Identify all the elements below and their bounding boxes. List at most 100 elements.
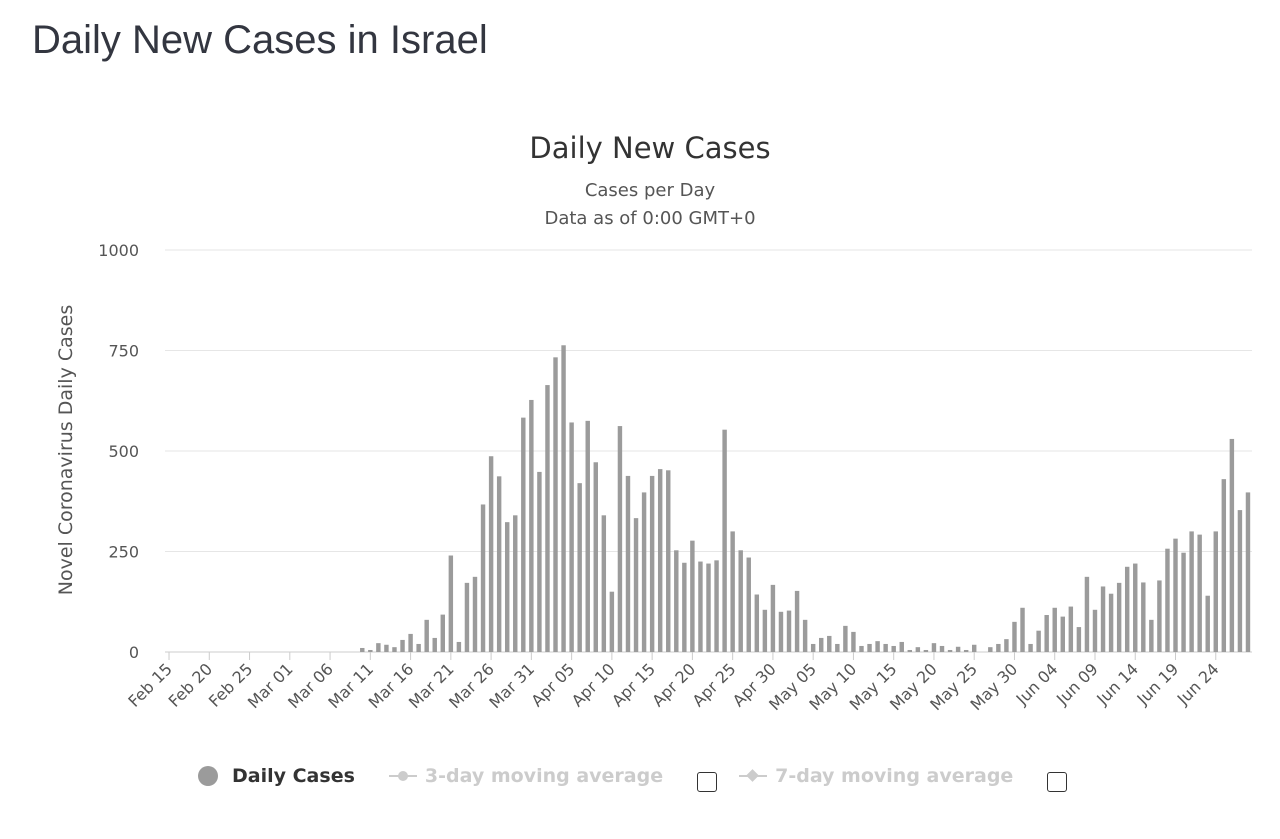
daily-cases-bar[interactable] — [674, 550, 679, 652]
daily-cases-bar[interactable] — [1084, 576, 1090, 652]
daily-cases-bar[interactable] — [1100, 586, 1106, 652]
daily-cases-bar[interactable] — [1028, 643, 1033, 652]
daily-cases-bar[interactable] — [649, 475, 655, 652]
daily-cases-bar[interactable] — [738, 550, 743, 652]
daily-cases-bar[interactable] — [513, 515, 518, 652]
daily-cases-bar[interactable] — [1189, 531, 1194, 652]
daily-cases-bar[interactable] — [561, 345, 566, 652]
daily-cases-bar[interactable] — [1149, 619, 1154, 652]
daily-cases-bar[interactable] — [384, 644, 389, 652]
daily-cases-bar[interactable] — [521, 417, 526, 652]
daily-cases-bar[interactable] — [722, 429, 727, 652]
daily-cases-bar[interactable] — [730, 531, 735, 652]
daily-cases-bar[interactable] — [496, 476, 502, 652]
daily-cases-bar[interactable] — [657, 469, 663, 652]
daily-cases-bar[interactable] — [1197, 534, 1202, 652]
legend-item-daily-cases[interactable]: Daily Cases — [198, 765, 355, 787]
daily-cases-bar[interactable] — [633, 518, 639, 652]
daily-cases-bar[interactable] — [569, 422, 574, 652]
daily-cases-bar[interactable] — [424, 619, 429, 652]
daily-cases-bar[interactable] — [625, 475, 631, 652]
daily-cases-bar[interactable] — [488, 456, 494, 652]
daily-cases-bar[interactable] — [875, 641, 880, 652]
legend-item-7-day-average[interactable]: 7-day moving average — [739, 765, 1013, 787]
daily-cases-bar[interactable] — [794, 590, 800, 652]
daily-cases-bar[interactable] — [504, 522, 510, 652]
daily-cases-bar[interactable] — [666, 470, 671, 652]
7-day-average-checkbox[interactable] — [1047, 772, 1068, 792]
daily-cases-bar[interactable] — [996, 643, 1001, 652]
daily-cases-bar[interactable] — [1205, 595, 1210, 652]
daily-cases-bar[interactable] — [690, 540, 695, 652]
daily-cases-bar[interactable] — [1141, 582, 1146, 652]
daily-cases-bar[interactable] — [1004, 639, 1009, 652]
daily-cases-bar[interactable] — [988, 647, 993, 652]
daily-cases-bar[interactable] — [778, 611, 784, 652]
daily-cases-bar[interactable] — [440, 614, 445, 652]
daily-cases-bar[interactable] — [1165, 548, 1170, 652]
daily-cases-bar[interactable] — [698, 561, 703, 652]
daily-cases-bar[interactable] — [1044, 615, 1049, 652]
daily-cases-bar[interactable] — [1068, 606, 1074, 652]
daily-cases-bar[interactable] — [1157, 580, 1162, 652]
daily-cases-bar[interactable] — [1181, 552, 1186, 652]
daily-cases-bar[interactable] — [400, 639, 405, 652]
daily-cases-bar[interactable] — [585, 420, 590, 652]
daily-cases-bar[interactable] — [746, 557, 751, 652]
daily-cases-bar[interactable] — [577, 483, 582, 652]
daily-cases-bar[interactable] — [843, 625, 848, 652]
daily-cases-bar[interactable] — [883, 643, 888, 652]
legend-item-3-day-average[interactable]: 3-day moving average — [388, 765, 663, 787]
daily-cases-bar[interactable] — [368, 649, 373, 652]
daily-cases-bar[interactable] — [955, 646, 961, 652]
daily-cases-bar[interactable] — [1036, 630, 1041, 652]
daily-cases-bar[interactable] — [827, 635, 832, 652]
daily-cases-bar[interactable] — [448, 555, 454, 652]
daily-cases-bar[interactable] — [464, 582, 470, 652]
daily-cases-bar[interactable] — [786, 610, 792, 652]
daily-cases-bar[interactable] — [376, 643, 381, 652]
daily-cases-bar[interactable] — [1092, 609, 1098, 652]
daily-cases-bar[interactable] — [593, 462, 598, 652]
daily-cases-bar[interactable] — [1116, 582, 1122, 652]
daily-cases-bar[interactable] — [835, 643, 840, 652]
daily-cases-bar[interactable] — [480, 504, 486, 652]
daily-cases-bar[interactable] — [939, 645, 945, 652]
daily-cases-bar[interactable] — [529, 399, 534, 652]
daily-cases-bar[interactable] — [907, 649, 913, 652]
daily-cases-bar[interactable] — [714, 560, 719, 652]
daily-cases-bar[interactable] — [1124, 566, 1130, 652]
daily-cases-bar[interactable] — [899, 641, 904, 652]
daily-cases-bar[interactable] — [706, 563, 711, 652]
daily-cases-bar[interactable] — [1229, 438, 1235, 652]
daily-cases-bar[interactable] — [601, 515, 607, 652]
daily-cases-bar[interactable] — [819, 637, 824, 652]
daily-cases-bar[interactable] — [609, 591, 615, 652]
daily-cases-bar[interactable] — [456, 641, 462, 652]
daily-cases-bar[interactable] — [641, 492, 647, 652]
daily-cases-bar[interactable] — [810, 643, 816, 652]
daily-cases-bar[interactable] — [416, 643, 421, 652]
daily-cases-bar[interactable] — [1108, 593, 1114, 652]
daily-cases-bar[interactable] — [947, 649, 953, 652]
3-day-average-checkbox[interactable] — [697, 772, 718, 792]
daily-cases-bar[interactable] — [867, 643, 872, 652]
daily-cases-bar[interactable] — [923, 649, 929, 652]
daily-cases-bar[interactable] — [1020, 607, 1025, 652]
daily-cases-bar[interactable] — [754, 594, 760, 652]
daily-cases-bar[interactable] — [802, 619, 808, 652]
daily-cases-bar[interactable] — [432, 637, 437, 652]
daily-cases-bar[interactable] — [1052, 607, 1057, 652]
daily-cases-bar[interactable] — [1012, 621, 1017, 652]
daily-cases-bar[interactable] — [1133, 563, 1138, 652]
daily-cases-bar[interactable] — [472, 576, 478, 652]
daily-cases-bar[interactable] — [545, 385, 550, 652]
daily-cases-bar[interactable] — [851, 631, 856, 652]
daily-cases-bar[interactable] — [1060, 616, 1065, 652]
daily-cases-bar[interactable] — [1237, 510, 1243, 652]
daily-cases-bar[interactable] — [617, 426, 623, 652]
daily-cases-bar[interactable] — [1221, 479, 1227, 652]
daily-cases-bar[interactable] — [963, 649, 969, 652]
daily-cases-bar[interactable] — [682, 562, 687, 652]
daily-cases-bar[interactable] — [762, 609, 768, 652]
